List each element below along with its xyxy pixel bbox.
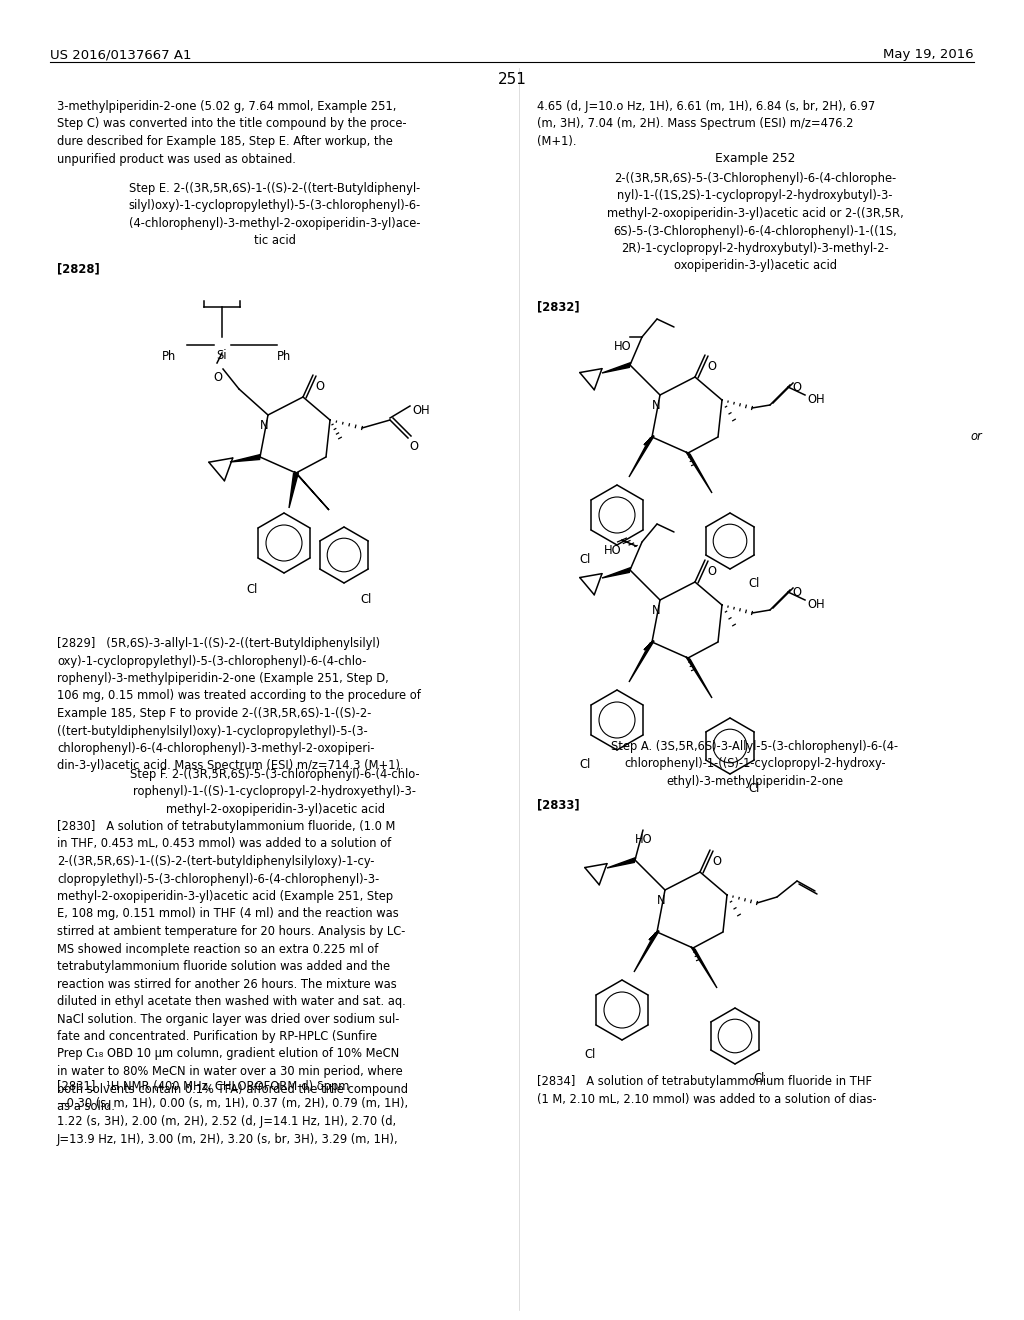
Text: O: O bbox=[792, 586, 801, 599]
Text: 3-methylpiperidin-2-one (5.02 g, 7.64 mmol, Example 251,
Step C) was converted i: 3-methylpiperidin-2-one (5.02 g, 7.64 mm… bbox=[57, 100, 407, 165]
Polygon shape bbox=[686, 451, 712, 492]
Polygon shape bbox=[607, 858, 636, 869]
Text: N: N bbox=[652, 605, 660, 616]
Polygon shape bbox=[602, 363, 631, 374]
Polygon shape bbox=[294, 471, 329, 510]
Text: OH: OH bbox=[807, 393, 824, 407]
Text: HO: HO bbox=[614, 341, 632, 352]
Polygon shape bbox=[649, 931, 658, 940]
Text: O: O bbox=[409, 440, 418, 453]
Text: [2828]: [2828] bbox=[57, 261, 99, 275]
Text: [2832]: [2832] bbox=[537, 300, 580, 313]
Text: O: O bbox=[707, 565, 716, 578]
Text: HO: HO bbox=[635, 833, 652, 846]
Text: O: O bbox=[315, 380, 324, 393]
Text: [2830]   A solution of tetrabutylammonium fluoride, (1.0 M
in THF, 0.453 mL, 0.4: [2830] A solution of tetrabutylammonium … bbox=[57, 820, 408, 1113]
Text: Cl: Cl bbox=[579, 758, 590, 771]
Polygon shape bbox=[691, 946, 717, 987]
Text: O: O bbox=[792, 381, 801, 393]
Text: Cl: Cl bbox=[246, 583, 257, 597]
Text: Cl: Cl bbox=[579, 553, 590, 566]
Text: Cl: Cl bbox=[748, 781, 759, 795]
Polygon shape bbox=[644, 436, 653, 445]
Polygon shape bbox=[289, 473, 298, 508]
Text: [2834]   A solution of tetrabutylammonium fluoride in THF
(1 M, 2.10 mL, 2.10 mm: [2834] A solution of tetrabutylammonium … bbox=[537, 1074, 877, 1106]
Text: Cl: Cl bbox=[753, 1072, 764, 1085]
Polygon shape bbox=[602, 568, 631, 578]
Text: Cl: Cl bbox=[584, 1048, 595, 1061]
Polygon shape bbox=[634, 931, 659, 972]
Text: Example 252: Example 252 bbox=[715, 152, 796, 165]
Text: [2833]: [2833] bbox=[537, 799, 580, 810]
Polygon shape bbox=[644, 640, 653, 649]
Text: 2-((3R,5R,6S)-5-(3-Chlorophenyl)-6-(4-chlorophe-
nyl)-1-((1S,2S)-1-cyclopropyl-2: 2-((3R,5R,6S)-5-(3-Chlorophenyl)-6-(4-ch… bbox=[606, 172, 903, 272]
Text: Ph: Ph bbox=[278, 350, 291, 363]
Text: US 2016/0137667 A1: US 2016/0137667 A1 bbox=[50, 48, 191, 61]
Text: May 19, 2016: May 19, 2016 bbox=[884, 48, 974, 61]
Text: O: O bbox=[712, 855, 721, 869]
Text: Step E. 2-((3R,5R,6S)-1-((S)-2-((tert-Butyldiphenyl-
silyl)oxy)-1-cyclopropyleth: Step E. 2-((3R,5R,6S)-1-((S)-2-((tert-Bu… bbox=[129, 182, 421, 248]
Text: or: or bbox=[970, 430, 982, 444]
Text: [2829]   (5R,6S)-3-allyl-1-((S)-2-((tert-Butyldiphenylsilyl)
oxy)-1-cyclopropyle: [2829] (5R,6S)-3-allyl-1-((S)-2-((tert-B… bbox=[57, 638, 421, 772]
Text: OH: OH bbox=[412, 404, 430, 417]
Text: Cl: Cl bbox=[360, 593, 372, 606]
Text: Si: Si bbox=[216, 348, 226, 362]
Polygon shape bbox=[230, 454, 260, 462]
Text: N: N bbox=[657, 894, 666, 907]
Text: O: O bbox=[213, 371, 222, 384]
Text: N: N bbox=[260, 418, 268, 432]
Polygon shape bbox=[629, 436, 654, 477]
Polygon shape bbox=[629, 640, 654, 682]
Text: 4.65 (d, J=10.o Hz, 1H), 6.61 (m, 1H), 6.84 (s, br, 2H), 6.97
(m, 3H), 7.04 (m, : 4.65 (d, J=10.o Hz, 1H), 6.61 (m, 1H), 6… bbox=[537, 100, 876, 148]
Text: O: O bbox=[707, 360, 716, 374]
Text: OH: OH bbox=[807, 598, 824, 611]
Text: Cl: Cl bbox=[748, 577, 759, 590]
Text: HO: HO bbox=[604, 544, 622, 557]
Text: Step A. (3S,5R,6S)-3-Allyl-5-(3-chlorophenyl)-6-(4-
chlorophenyl)-1-((S)-1-cyclo: Step A. (3S,5R,6S)-3-Allyl-5-(3-chloroph… bbox=[611, 741, 899, 788]
Polygon shape bbox=[686, 657, 712, 698]
Text: Ph: Ph bbox=[162, 350, 176, 363]
Text: Step F. 2-((3R,5R,6S)-5-(3-chlorophenyl)-6-(4-chlo-
rophenyl)-1-((S)-1-cycloprop: Step F. 2-((3R,5R,6S)-5-(3-chlorophenyl)… bbox=[130, 768, 420, 816]
Text: [2831]   ¹H NMR (400 MHz, CHLOROFORM-d) δppm
−0.30 (s, m, 1H), 0.00 (s, m, 1H), : [2831] ¹H NMR (400 MHz, CHLOROFORM-d) δp… bbox=[57, 1080, 409, 1146]
Text: 251: 251 bbox=[498, 73, 526, 87]
Text: N: N bbox=[652, 399, 660, 412]
